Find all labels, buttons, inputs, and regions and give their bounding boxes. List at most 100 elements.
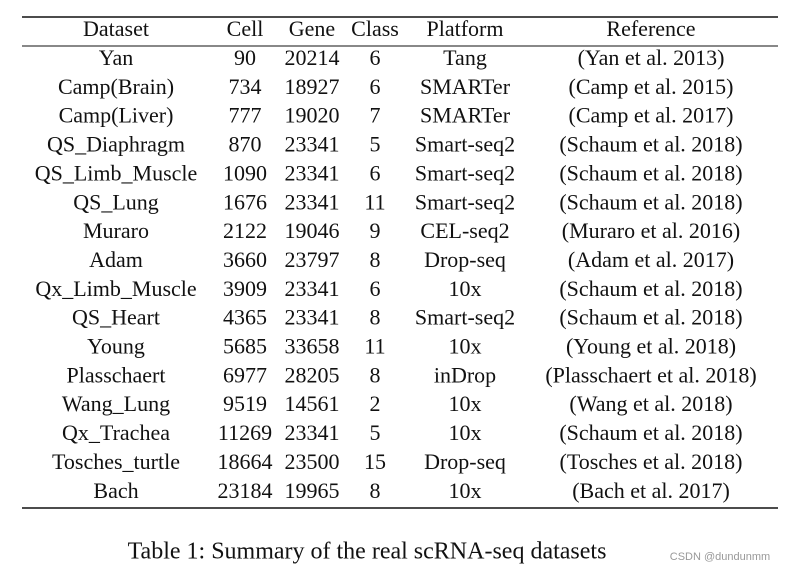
table-cell: Bach (93, 478, 138, 503)
table-cell: 8 (370, 362, 381, 387)
header-cell: Reference (606, 16, 695, 41)
table-cell: (Young et al. 2018) (566, 334, 736, 359)
table-cell: 20214 (285, 45, 340, 70)
table-cell: Qx_Trachea (62, 420, 170, 445)
table-cell: 734 (229, 74, 262, 99)
table-cell: 1090 (223, 160, 267, 185)
table-cell: Qx_Limb_Muscle (35, 276, 196, 301)
table-cell: 19020 (285, 103, 340, 128)
table-cell: 19965 (285, 478, 340, 503)
table-cell: 8 (370, 478, 381, 503)
table-cell: 2 (370, 391, 381, 416)
table-cell: 15 (364, 449, 386, 474)
table-cell: 6 (370, 276, 381, 301)
table-cell: 23184 (218, 478, 273, 503)
table-cell: Plasschaert (67, 362, 166, 387)
table-cell: 23341 (285, 305, 340, 330)
caption: Table 1: Summary of the real scRNA-seq d… (128, 539, 607, 565)
table-cell: Adam (89, 247, 143, 272)
table-cell: QS_Heart (72, 305, 160, 330)
table-cell: 5 (370, 420, 381, 445)
table-cell: 23341 (285, 420, 340, 445)
table-cell: 23500 (285, 449, 340, 474)
table-cell: (Schaum et al. 2018) (559, 189, 742, 214)
table-cell: inDrop (434, 362, 496, 387)
table-cell: (Muraro et al. 2016) (562, 218, 740, 243)
table-cell: Smart-seq2 (415, 189, 515, 214)
table-cell: QS_Lung (73, 189, 159, 214)
table-cell: Muraro (83, 218, 149, 243)
table-cell: (Camp et al. 2017) (569, 103, 734, 128)
table-cell: Smart-seq2 (415, 132, 515, 157)
table-cell: 23797 (285, 247, 340, 272)
table-cell: (Schaum et al. 2018) (559, 276, 742, 301)
table-cell: 10x (449, 391, 482, 416)
table-cell: Camp(Liver) (59, 103, 174, 128)
table-cell: Tosches_turtle (52, 449, 180, 474)
table-cell: (Schaum et al. 2018) (559, 160, 742, 185)
table-cell: Tang (443, 45, 487, 70)
table-cell: 3660 (223, 247, 267, 272)
table-cell: 28205 (285, 362, 340, 387)
table-cell: 23341 (285, 160, 340, 185)
table-cell: 1676 (223, 189, 267, 214)
table-cell: 10x (449, 276, 482, 301)
watermark: CSDN @dundunmm (670, 551, 770, 563)
table-cell: 23341 (285, 189, 340, 214)
table-cell: 9519 (223, 391, 267, 416)
header-cell: Platform (427, 16, 504, 41)
header-cell: Dataset (83, 16, 149, 41)
table-cell: 11 (364, 334, 385, 359)
header-cell: Gene (289, 16, 335, 41)
table-cell: QS_Diaphragm (47, 132, 185, 157)
table-cell: Drop-seq (424, 247, 506, 272)
table-cell: 2122 (223, 218, 267, 243)
table-cell: (Schaum et al. 2018) (559, 305, 742, 330)
table-cell: QS_Limb_Muscle (35, 160, 198, 185)
table-cell: 23341 (285, 276, 340, 301)
table-cell: 8 (370, 305, 381, 330)
table-cell: 4365 (223, 305, 267, 330)
table-cell: 14561 (285, 391, 340, 416)
table-cell: (Tosches et al. 2018) (560, 449, 743, 474)
table-cell: 5685 (223, 334, 267, 359)
table-cell: 18664 (218, 449, 273, 474)
table-cell: (Bach et al. 2017) (572, 478, 730, 503)
table-cell: 3909 (223, 276, 267, 301)
table-cell: 7 (370, 103, 381, 128)
table-cell: (Schaum et al. 2018) (559, 420, 742, 445)
table-cell: 10x (449, 420, 482, 445)
table-cell: (Adam et al. 2017) (568, 247, 734, 272)
table-cell: 19046 (285, 218, 340, 243)
table-cell: (Camp et al. 2015) (569, 74, 734, 99)
table-cell: 8 (370, 247, 381, 272)
table-cell: (Yan et al. 2013) (578, 45, 725, 70)
table-cell: 18927 (285, 74, 340, 99)
table-cell: 870 (229, 132, 262, 157)
table-cell: SMARTer (420, 103, 511, 128)
table-cell: 90 (234, 45, 256, 70)
table-cell: 23341 (285, 132, 340, 157)
header-cell: Class (351, 16, 399, 41)
table-cell: CEL-seq2 (420, 218, 509, 243)
table-cell: 9 (370, 218, 381, 243)
table-cell: (Plasschaert et al. 2018) (545, 362, 756, 387)
header-cell: Cell (227, 16, 264, 41)
table-cell: 11 (364, 189, 385, 214)
table-cell: 777 (229, 103, 262, 128)
table-cell: 6 (370, 160, 381, 185)
table-cell: 6 (370, 74, 381, 99)
table-cell: 5 (370, 132, 381, 157)
table-cell: Drop-seq (424, 449, 506, 474)
table-cell: Wang_Lung (62, 391, 170, 416)
table-cell: 6977 (223, 362, 267, 387)
table-cell: 10x (449, 478, 482, 503)
table-cell: Smart-seq2 (415, 160, 515, 185)
table-cell: Camp(Brain) (58, 74, 174, 99)
table-cell: 33658 (285, 334, 340, 359)
table-cell: (Wang et al. 2018) (569, 391, 732, 416)
table-cell: Smart-seq2 (415, 305, 515, 330)
table-cell: Yan (99, 45, 133, 70)
